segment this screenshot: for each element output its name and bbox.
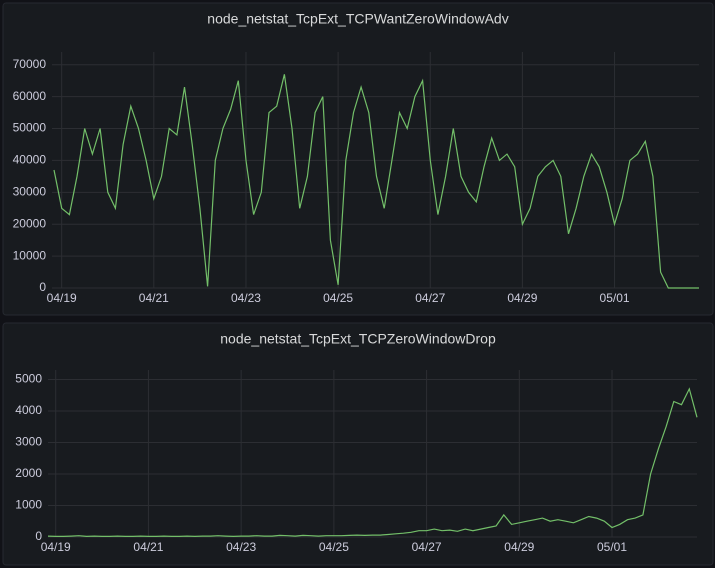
- x-tick-label: 04/23: [226, 540, 256, 554]
- x-tick-label: 04/25: [319, 540, 349, 554]
- x-tick-label: 05/01: [597, 540, 627, 554]
- y-tick-label: 4000: [15, 403, 42, 417]
- x-tick-label: 04/19: [47, 291, 77, 305]
- y-tick-label: 2000: [15, 466, 42, 480]
- x-tick-label: 04/21: [139, 291, 169, 305]
- y-tick-label: 0: [35, 529, 42, 543]
- x-tick-label: 05/01: [600, 291, 630, 305]
- y-tick-label: 60000: [13, 89, 47, 103]
- panel-title: node_netstat_TcpExt_TCPWantZeroWindowAdv: [207, 11, 508, 27]
- x-tick-label: 04/19: [41, 540, 71, 554]
- x-tick-label: 04/27: [412, 540, 442, 554]
- x-tick-label: 04/23: [231, 291, 261, 305]
- x-tick-label: 04/29: [504, 540, 534, 554]
- x-tick-label: 04/29: [507, 291, 537, 305]
- x-tick-label: 04/27: [415, 291, 445, 305]
- y-tick-label: 3000: [15, 435, 42, 449]
- data-line: [53, 74, 699, 289]
- panel-title: node_netstat_TcpExt_TCPZeroWindowDrop: [220, 331, 496, 347]
- y-tick-label: 70000: [13, 57, 47, 71]
- y-tick-label: 5000: [15, 372, 42, 386]
- x-tick-label: 04/21: [133, 540, 163, 554]
- y-tick-label: 0: [39, 280, 46, 294]
- panel: [2, 2, 714, 316]
- y-tick-label: 1000: [15, 498, 42, 512]
- y-tick-label: 10000: [13, 248, 47, 262]
- y-tick-label: 40000: [13, 153, 47, 167]
- data-line: [47, 387, 698, 538]
- y-tick-label: 20000: [13, 216, 47, 230]
- x-tick-label: 04/25: [323, 291, 353, 305]
- y-tick-label: 50000: [13, 121, 47, 135]
- panel: [2, 322, 714, 566]
- y-tick-label: 30000: [13, 184, 47, 198]
